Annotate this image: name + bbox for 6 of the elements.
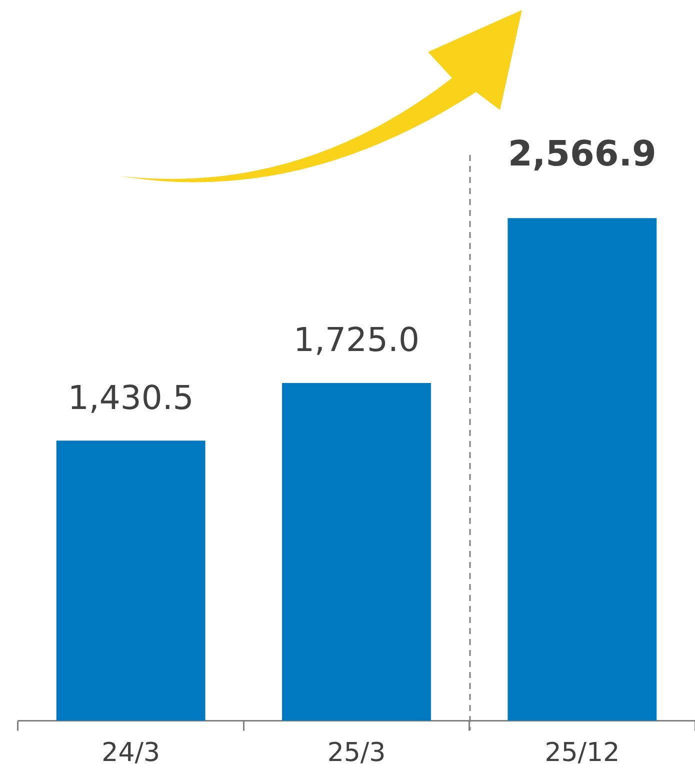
data-label: 1,430.5 <box>68 378 194 417</box>
x-tick-label: 25/12 <box>544 738 620 768</box>
data-label: 2,566.9 <box>508 134 656 175</box>
x-tick-label: 25/3 <box>327 738 386 768</box>
data-label: 1,725.0 <box>294 320 420 360</box>
x-tick-label: 24/3 <box>102 738 160 768</box>
